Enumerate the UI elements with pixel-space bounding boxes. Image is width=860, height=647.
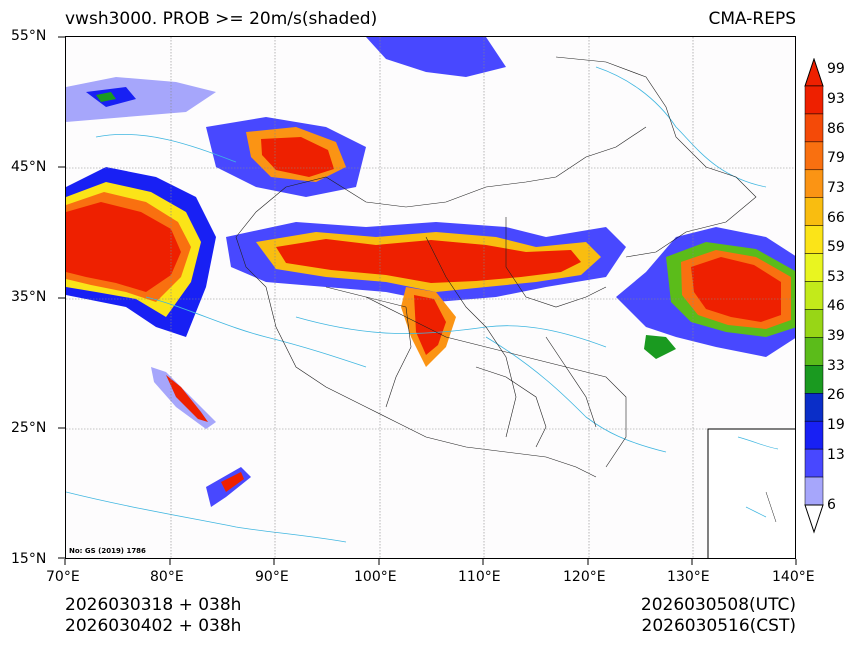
colorbar-segment xyxy=(804,253,824,282)
lon-label-140e: 140°E xyxy=(772,569,815,585)
colorbar-label-19: 19 xyxy=(827,417,845,433)
model-name: CMA-REPS xyxy=(708,9,796,29)
init-time-cst: 2026030402 + 038h xyxy=(65,616,242,636)
colorbar-segment xyxy=(804,393,824,422)
init-time-utc: 2026030318 + 038h xyxy=(65,595,242,615)
colorbar-segment xyxy=(804,448,824,478)
colorbar xyxy=(804,58,824,534)
rivers xyxy=(66,66,767,543)
south-china-sea-inset xyxy=(707,428,795,558)
colorbar-label-53: 53 xyxy=(827,269,845,285)
lon-label-110e: 110°E xyxy=(458,569,501,585)
valid-time-utc: 2026030508(UTC) xyxy=(640,595,796,615)
valid-time-cst: 2026030516(CST) xyxy=(641,616,796,636)
lon-label-120e: 120°E xyxy=(563,569,606,585)
lon-label-100e: 100°E xyxy=(354,569,397,585)
colorbar-label-46: 46 xyxy=(827,298,845,314)
lon-label-130e: 130°E xyxy=(667,569,710,585)
colorbar-min-arrow xyxy=(804,504,824,534)
colorbar-segment xyxy=(804,85,824,115)
map-panel[interactable]: No: GS (2019) 1786 xyxy=(65,36,796,559)
colorbar-segment xyxy=(804,476,824,506)
colorbar-label-39: 39 xyxy=(827,328,845,344)
lon-label-90e: 90°E xyxy=(255,569,289,585)
gridlines xyxy=(66,37,795,558)
colorbar-label-59: 59 xyxy=(827,239,845,255)
colorbar-label-33: 33 xyxy=(827,358,845,374)
map-approval-note: No: GS (2019) 1786 xyxy=(69,547,146,555)
lat-label-15n: 15°N xyxy=(11,551,47,567)
map-canvas xyxy=(66,37,795,558)
colorbar-label-73: 73 xyxy=(827,180,845,196)
lat-label-35n: 35°N xyxy=(11,289,47,305)
colorbar-label-93: 93 xyxy=(827,91,845,107)
colorbar-segment xyxy=(804,169,824,198)
colorbar-label-26: 26 xyxy=(827,387,845,403)
lat-label-25n: 25°N xyxy=(11,420,47,436)
colorbar-max-arrow xyxy=(804,58,824,87)
lon-label-70e: 70°E xyxy=(46,569,80,585)
lat-label-55n: 55°N xyxy=(11,28,47,44)
colorbar-label-99: 99 xyxy=(827,61,845,77)
colorbar-segment xyxy=(804,141,824,171)
colorbar-segment xyxy=(804,281,824,310)
colorbar-segment xyxy=(804,113,824,143)
map-title: vwsh3000. PROB >= 20m/s(shaded) xyxy=(65,9,378,29)
colorbar-label-6: 6 xyxy=(827,497,836,513)
colorbar-label-86: 86 xyxy=(827,121,845,137)
colorbar-segment xyxy=(804,309,824,338)
colorbar-segment xyxy=(804,197,824,226)
colorbar-segment xyxy=(804,365,824,394)
colorbar-label-66: 66 xyxy=(827,210,845,226)
probability-shading xyxy=(66,37,795,507)
lon-label-80e: 80°E xyxy=(150,569,184,585)
colorbar-segment xyxy=(804,337,824,366)
colorbar-label-13: 13 xyxy=(827,447,845,463)
colorbar-segment xyxy=(804,225,824,254)
colorbar-segment xyxy=(804,420,824,450)
lat-label-45n: 45°N xyxy=(11,159,47,175)
admin-borders xyxy=(235,56,757,478)
colorbar-label-79: 79 xyxy=(827,150,845,166)
